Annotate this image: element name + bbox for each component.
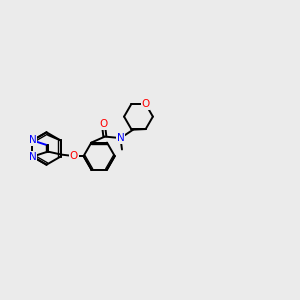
Text: O: O: [99, 119, 107, 129]
Text: N: N: [117, 133, 124, 143]
Text: O: O: [70, 151, 78, 161]
Text: N: N: [28, 152, 36, 162]
Text: O: O: [142, 99, 150, 109]
Text: N: N: [28, 135, 36, 146]
